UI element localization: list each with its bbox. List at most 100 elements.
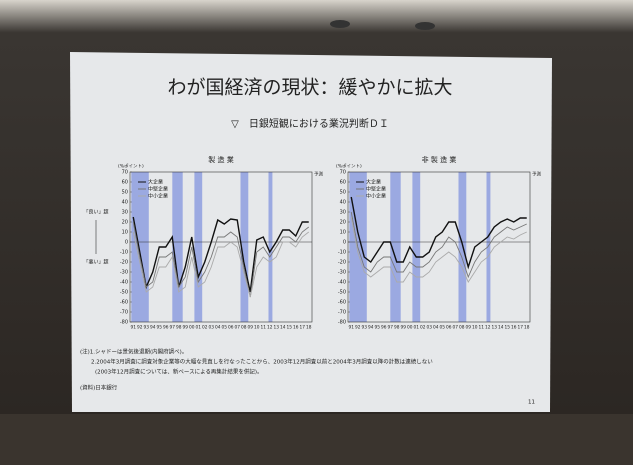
- ceiling-light: [330, 20, 350, 28]
- x-tick-label: 16: [293, 325, 299, 331]
- forecast-label: 予測: [314, 171, 323, 178]
- x-tick-label: 91: [131, 325, 137, 331]
- annotation: 「悪い」超: [83, 259, 108, 266]
- x-tick-label: 94: [150, 325, 156, 331]
- y-tick-label: 20: [340, 220, 346, 226]
- y-tick-label: 40: [340, 200, 346, 206]
- x-tick-label: 04: [433, 325, 439, 331]
- x-tick-label: 06: [228, 325, 234, 331]
- legend-label: 大企業: [366, 179, 381, 186]
- y-axis-label: (%ポイント): [118, 163, 144, 170]
- y-tick-label: 60: [340, 180, 346, 186]
- legend-label: 中小企業: [366, 193, 386, 200]
- y-tick-label: -60: [338, 300, 346, 306]
- shade: [131, 172, 149, 322]
- x-tick-label: 14: [498, 325, 504, 331]
- line-series: [132, 221, 310, 298]
- chart-title: 非 製 造 業: [422, 155, 457, 164]
- x-tick-label: 08: [241, 325, 247, 331]
- y-tick-label: 70: [340, 170, 346, 176]
- shade: [268, 172, 273, 322]
- x-tick-label: 97: [388, 325, 394, 331]
- x-tick-label: 99: [183, 325, 189, 331]
- y-tick-label: -70: [120, 310, 128, 316]
- x-tick-label: 00: [189, 325, 195, 331]
- x-tick-label: 15: [287, 325, 293, 331]
- x-tick-label: 09: [466, 325, 472, 331]
- y-tick-label: -50: [120, 290, 128, 296]
- note: (注)1.シャドーは景気後退期(内閣府調べ)。: [80, 348, 187, 356]
- x-tick-label: 96: [163, 325, 169, 331]
- x-tick-label: 95: [375, 325, 381, 331]
- x-tick-label: 14: [280, 325, 286, 331]
- legend-label: 中堅企業: [366, 186, 386, 193]
- x-tick-label: 93: [362, 325, 368, 331]
- page-number: 11: [528, 400, 535, 406]
- x-tick-label: 00: [407, 325, 413, 331]
- plot-frame: [347, 171, 531, 323]
- x-tick-label: 93: [144, 325, 150, 331]
- x-tick-label: 95: [157, 325, 163, 331]
- note: 2.2004年3月調査に調査対象企業等の大幅な見直しを行なったことから、2003…: [91, 358, 433, 366]
- shade: [412, 172, 421, 322]
- x-tick-label: 18: [524, 325, 530, 331]
- x-tick-label: 10: [472, 325, 478, 331]
- y-tick-label: -60: [120, 300, 128, 306]
- y-tick-label: -80: [338, 320, 346, 326]
- legend-label: 大企業: [148, 179, 163, 186]
- y-tick-label: -40: [338, 280, 346, 286]
- line-series: [132, 231, 310, 298]
- x-tick-label: 09: [248, 325, 254, 331]
- x-tick-label: 91: [349, 325, 355, 331]
- x-tick-label: 18: [306, 325, 312, 331]
- y-tick-label: 0: [125, 240, 128, 246]
- y-tick-label: -10: [120, 250, 128, 256]
- y-tick-label: 20: [122, 220, 128, 226]
- x-tick-label: 02: [420, 325, 426, 331]
- x-tick-label: 16: [511, 325, 517, 331]
- y-tick-label: -30: [338, 270, 346, 276]
- y-tick-label: 0: [343, 240, 346, 246]
- ceiling-light: [415, 22, 435, 30]
- y-tick-label: -10: [338, 250, 346, 256]
- x-tick-label: 07: [453, 325, 459, 331]
- x-tick-label: 92: [137, 325, 143, 331]
- y-tick-label: -40: [120, 280, 128, 286]
- x-tick-label: 98: [176, 325, 182, 331]
- slide-title: わが国経済の現状：緩やかに拡大: [167, 77, 452, 99]
- x-tick-label: 98: [394, 325, 400, 331]
- shade: [390, 172, 401, 322]
- x-tick-label: 97: [170, 325, 176, 331]
- x-tick-label: 03: [209, 325, 215, 331]
- x-tick-label: 11: [479, 325, 485, 331]
- note: (2003年12月調査については、新ベースによる再集計結果を併記)。: [95, 368, 263, 376]
- shade: [194, 172, 203, 322]
- y-tick-label: 50: [122, 190, 128, 196]
- x-tick-label: 92: [355, 325, 361, 331]
- x-tick-label: 13: [274, 325, 280, 331]
- shade: [486, 172, 491, 322]
- x-tick-label: 10: [254, 325, 260, 331]
- y-tick-label: 30: [340, 210, 346, 216]
- x-tick-label: 94: [368, 325, 374, 331]
- shade: [240, 172, 249, 322]
- x-tick-label: 08: [459, 325, 465, 331]
- x-tick-label: 17: [300, 325, 306, 331]
- line-series: [350, 196, 527, 270]
- y-tick-label: -20: [338, 260, 346, 266]
- y-tick-label: -20: [120, 260, 128, 266]
- line-series: [350, 211, 527, 279]
- x-tick-label: 04: [215, 325, 221, 331]
- y-tick-label: 10: [340, 230, 346, 236]
- x-tick-label: 99: [401, 325, 407, 331]
- legend-label: 中堅企業: [148, 186, 168, 193]
- shade: [172, 172, 183, 322]
- plot-frame: [129, 171, 313, 323]
- line-series: [350, 216, 527, 283]
- chart-title: 製 造 業: [208, 155, 233, 164]
- x-tick-label: 05: [222, 325, 228, 331]
- y-tick-label: -50: [338, 290, 346, 296]
- x-tick-label: 07: [235, 325, 241, 331]
- line-series: [132, 216, 309, 293]
